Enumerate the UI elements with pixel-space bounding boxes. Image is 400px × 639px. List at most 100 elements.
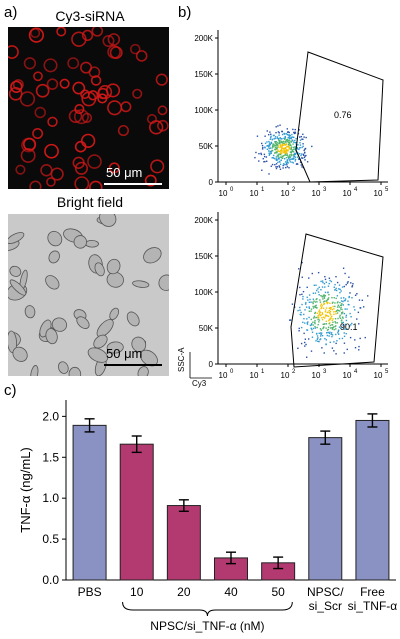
flow-event [333, 328, 335, 331]
flow-event [319, 311, 322, 313]
flow-event [270, 142, 273, 145]
flow-event [287, 143, 290, 146]
flow-event [342, 267, 345, 269]
brightfield-cell [132, 280, 150, 288]
flow-event [290, 141, 292, 143]
fluorescent-cell [105, 83, 121, 98]
brightfield-cell [106, 341, 124, 354]
flow-event [327, 326, 330, 329]
flow-x-tick-label: 10 [343, 371, 352, 380]
flow-event [321, 347, 323, 349]
flow-event [341, 322, 343, 324]
flow-event [331, 319, 333, 322]
brightfield-cell [45, 275, 60, 290]
flow-event [275, 158, 278, 160]
flow-y-tick-label: 200K [194, 34, 213, 43]
flow-event [304, 309, 306, 311]
flow-event [287, 139, 289, 141]
flow-event [302, 143, 304, 145]
brightfield-cell [68, 366, 82, 376]
flow-event [303, 332, 305, 335]
flow-event [328, 309, 330, 312]
flow-event [324, 291, 327, 294]
flow-event [351, 285, 354, 287]
fluorescent-cell [98, 85, 113, 100]
flow-event [287, 149, 289, 151]
flow-event [285, 156, 288, 159]
bar [166, 505, 201, 581]
flow-event [335, 328, 337, 330]
flow-event [288, 147, 291, 149]
flow-event [326, 334, 329, 337]
flow-event [331, 347, 334, 349]
flow-event [275, 156, 278, 158]
flow-event [294, 158, 297, 161]
flow-event [341, 303, 343, 305]
flow-event [338, 288, 340, 290]
x-tick-label: 20 [177, 585, 191, 599]
flow-x-tick-exponent: 1 [261, 187, 265, 193]
flow-event [289, 134, 291, 137]
flow-event [329, 317, 332, 319]
flow-event [279, 144, 282, 146]
flow-event [340, 297, 342, 299]
flow-event [331, 302, 334, 304]
flow-event [297, 152, 299, 154]
fluorescent-cell [157, 105, 168, 116]
flow-event [304, 147, 307, 150]
flow-event [294, 142, 297, 144]
flow-event [328, 332, 331, 335]
flow-event [307, 299, 309, 301]
flow-y-tick-label: 0 [209, 360, 214, 369]
fluorescent-cell [80, 133, 96, 149]
flow-event [299, 309, 301, 311]
flow-event [308, 316, 310, 319]
flow-event [270, 136, 272, 139]
flow-event [304, 303, 307, 305]
flow-event [291, 158, 293, 160]
flow-event [343, 312, 346, 315]
flow-event [272, 146, 275, 148]
flow-x-tick-label: 10 [250, 189, 259, 198]
flow-event [268, 150, 270, 152]
flow-event [258, 152, 260, 155]
flow-event [298, 147, 301, 149]
flow-event [299, 139, 302, 141]
flow-event [317, 323, 319, 326]
flow-event [339, 304, 342, 307]
flow-event [275, 159, 278, 161]
flow-event [339, 308, 342, 310]
flow-event [284, 151, 287, 153]
fluorescent-cell [59, 78, 70, 89]
flow-event [269, 145, 271, 147]
flow-event [272, 144, 274, 146]
flow-event [300, 135, 303, 138]
flow-event [271, 138, 273, 141]
flow-event [321, 317, 323, 319]
brightfield-cell [48, 250, 60, 264]
flow-event [271, 145, 274, 148]
flow-event [293, 141, 295, 143]
flow-event [332, 318, 334, 320]
y-tick-label: 1.5 [42, 450, 59, 464]
flow-event [289, 161, 291, 163]
flow-event [297, 347, 299, 350]
flow-event [334, 310, 337, 313]
fluorescent-cell [32, 128, 44, 140]
flow-event [289, 156, 292, 158]
brightfield-cell [84, 239, 99, 248]
flow-event [341, 319, 343, 321]
flow-event [284, 152, 286, 155]
flow-event [299, 286, 301, 289]
flow-event [305, 136, 307, 139]
flow-event [302, 295, 304, 298]
flow-event [362, 306, 365, 308]
flow-event [269, 143, 272, 145]
flow-event [334, 283, 336, 286]
flow-event [308, 310, 311, 312]
flow-event [324, 315, 327, 317]
flow-event [312, 317, 315, 319]
flow-event [329, 312, 331, 315]
flow-event [279, 156, 281, 158]
fluorescent-cell [47, 116, 58, 128]
